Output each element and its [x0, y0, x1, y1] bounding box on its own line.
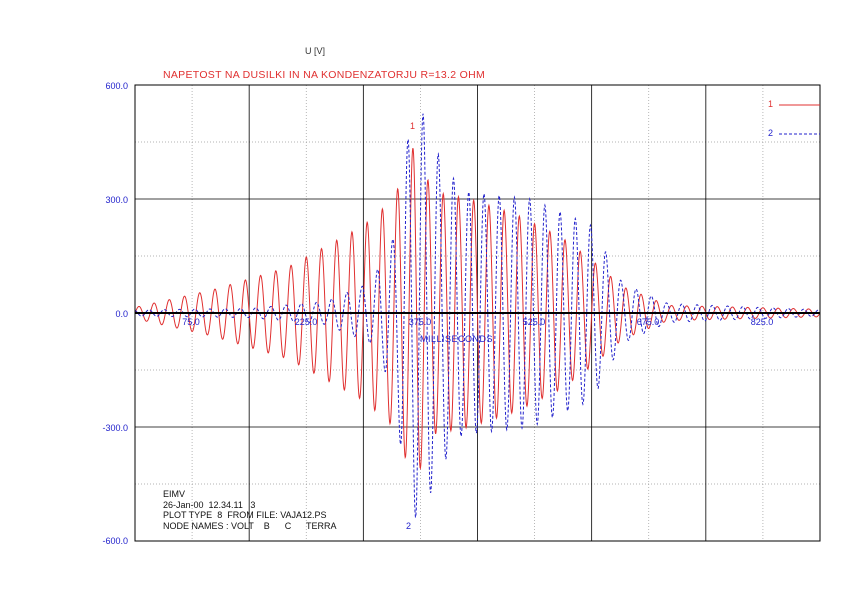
y-axis-unit: U [V] [305, 46, 326, 56]
y-tick-label: -600.0 [102, 536, 128, 546]
y-tick-label: 0.0 [115, 309, 128, 319]
x-tick-label: 375.0 [408, 317, 432, 327]
x-tick-label: 75.0 [182, 317, 200, 327]
info-line-date: 26-Jan-00 12.34.11 3 [163, 499, 256, 510]
info-line-file: PLOT TYPE 8 FROM FILE: VAJA12.PS [163, 510, 327, 520]
x-tick-label: 225.0 [294, 317, 318, 327]
y-tick-label: -300.0 [102, 423, 128, 433]
legend-label-1: 1 [768, 99, 774, 109]
plot-frame [134, 84, 821, 542]
series-2-line [134, 113, 821, 518]
legend-label-2: 2 [768, 128, 774, 138]
series-2-peak-marker: 2 [406, 521, 412, 531]
chart-title: NAPETOST NA DUSILKI IN NA KONDENZATORJU … [163, 69, 486, 81]
plot-info-block: EIMV 26-Jan-00 12.34.11 3 PLOT TYPE 8 FR… [163, 489, 337, 531]
y-tick-label: 600.0 [105, 81, 128, 91]
x-tick-label: 525.0 [522, 317, 546, 327]
y-tick-label: 300.0 [105, 195, 128, 205]
series-1-peak-marker: 1 [410, 121, 416, 131]
x-tick-label: 825.0 [750, 317, 774, 327]
legend-lines [779, 104, 820, 135]
x-tick-label: 675.0 [636, 317, 660, 327]
x-axis-label: MILLISECONDS [420, 334, 494, 344]
info-line-org: EIMV [163, 489, 186, 499]
info-line-nodes: NODE NAMES : VOLT B C TERRA [163, 520, 337, 531]
